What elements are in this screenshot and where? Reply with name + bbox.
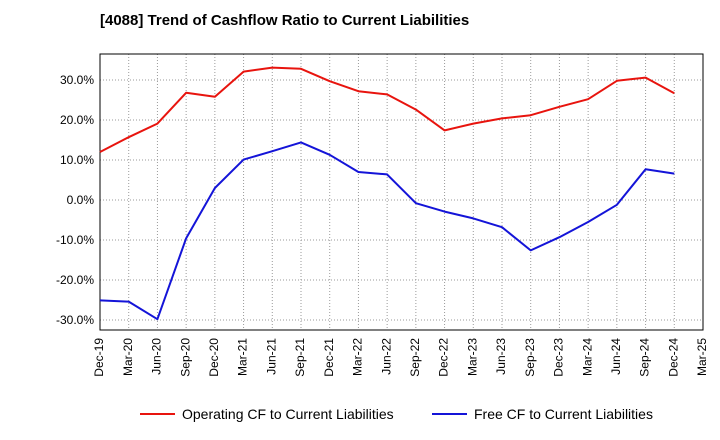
x-tick-label: Dec-22: [437, 338, 451, 377]
legend-label-operating: Operating CF to Current Liabilities: [182, 406, 394, 422]
y-tick-label: 0.0%: [67, 193, 95, 207]
x-tick-label: Sep-23: [523, 338, 537, 377]
legend: Operating CF to Current Liabilities Free…: [140, 406, 653, 422]
y-axis-ticks: 30.0% 20.0% 10.0% 0.0% -10.0% -20.0% -30.0%: [56, 73, 94, 327]
plot-area-frame: [99, 53, 704, 331]
x-tick-label: Mar-24: [580, 338, 594, 376]
y-tick-label: -30.0%: [56, 313, 94, 327]
y-tick-label: -10.0%: [56, 233, 94, 247]
x-tick-label: Jun-23: [494, 338, 508, 375]
x-tick-label: Mar-22: [351, 338, 365, 376]
x-tick-label: Dec-24: [666, 338, 680, 377]
x-tick-label: Jun-22: [379, 338, 393, 375]
x-tick-label: Mar-25: [695, 338, 709, 376]
x-tick-label: Sep-24: [638, 338, 652, 377]
x-tick-label: Sep-22: [408, 338, 422, 377]
series-lines: [99, 66, 675, 321]
x-tick-label: Jun-24: [609, 338, 623, 375]
legend-label-free: Free CF to Current Liabilities: [474, 406, 653, 422]
y-tick-label: 20.0%: [60, 113, 94, 127]
y-tick-label: -20.0%: [56, 273, 94, 287]
x-tick-label: Dec-19: [92, 338, 106, 377]
x-tick-label: Mar-23: [465, 338, 479, 376]
x-tick-label: Jun-21: [264, 338, 278, 375]
grid-lines: [100, 54, 703, 330]
x-tick-label: Dec-21: [322, 338, 336, 377]
x-axis-ticks: Dec-19 Mar-20 Jun-20 Sep-20 Dec-20 Mar-21 Jun-…: [92, 338, 709, 377]
series-line-operating-cf: [99, 66, 675, 153]
x-tick-label: Mar-21: [236, 338, 250, 376]
x-tick-label: Dec-20: [207, 338, 221, 377]
y-tick-label: 30.0%: [60, 73, 94, 87]
x-tick-label: Dec-23: [552, 338, 566, 377]
chart-title: [4088] Trend of Cashflow Ratio to Curren…: [100, 12, 470, 29]
y-tick-label: 10.0%: [60, 153, 94, 167]
x-tick-label: Jun-20: [150, 338, 164, 375]
x-tick-label: Sep-21: [293, 338, 307, 377]
x-tick-label: Mar-20: [121, 338, 135, 376]
x-tick-label: Sep-20: [178, 338, 192, 377]
